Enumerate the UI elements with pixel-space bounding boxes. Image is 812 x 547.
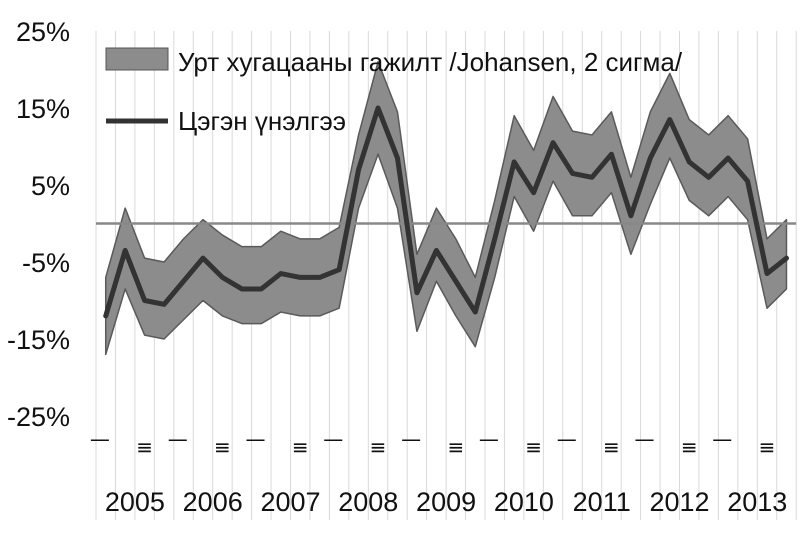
legend-line-label: Цэгэн үнэлгээ — [178, 106, 346, 136]
year-label: 2009 — [416, 487, 476, 517]
quarter-symbol: ≡ — [292, 435, 309, 459]
year-label: 2005 — [105, 487, 165, 517]
quarter-symbol: — — [245, 427, 265, 451]
quarter-symbol: — — [90, 427, 110, 451]
quarter-symbol: — — [323, 427, 343, 451]
y-axis-labels: 25% 15% 5% -5% -15% -25% — [7, 17, 70, 432]
line-layer — [103, 105, 789, 319]
quarter-symbol: — — [557, 427, 577, 451]
y-tick-label: -15% — [7, 325, 70, 355]
quarter-symbol: ≡ — [525, 435, 542, 459]
quarter-symbol: — — [168, 427, 188, 451]
quarter-symbol: ≡ — [603, 435, 620, 459]
quarter-symbol: ≡ — [681, 435, 698, 459]
x-axis-labels: — ≡ 2005 — ≡ 2006 — ≡ 2007 — ≡ 2008 — ≡ 2009 — ≡ 2010 — ≡ 20… — [90, 427, 787, 517]
y-tick-label: 15% — [16, 94, 70, 124]
quarter-symbol: ≡ — [214, 435, 231, 459]
y-tick-label: 25% — [16, 17, 70, 47]
quarter-symbol: ≡ — [136, 435, 153, 459]
year-label: 2010 — [494, 487, 554, 517]
legend-band-label: Урт хугацааны гажилт /Johansen, 2 сигма/ — [178, 47, 683, 77]
y-tick-label: 5% — [31, 171, 70, 201]
legend: Урт хугацааны гажилт /Johansen, 2 сигма/… — [105, 47, 683, 136]
quarter-symbol: ≡ — [759, 435, 776, 459]
quarter-symbol: ≡ — [447, 435, 464, 459]
band-area — [104, 61, 788, 356]
y-tick-label: -5% — [22, 248, 70, 278]
series-line — [103, 105, 789, 319]
quarter-symbol: — — [479, 427, 499, 451]
year-label: 2006 — [183, 487, 243, 517]
year-label: 2011 — [573, 487, 631, 517]
quarter-symbol: ≡ — [370, 435, 387, 459]
year-label: 2013 — [727, 487, 787, 517]
quarter-symbol: — — [634, 427, 654, 451]
quarter-symbol: — — [401, 427, 421, 451]
year-label: 2007 — [260, 487, 320, 517]
year-label: 2008 — [338, 487, 398, 517]
y-tick-label: -25% — [7, 402, 70, 432]
quarter-symbol: — — [712, 427, 732, 451]
legend-band-swatch — [105, 47, 169, 71]
band-layer — [104, 61, 788, 356]
year-label: 2012 — [649, 487, 709, 517]
